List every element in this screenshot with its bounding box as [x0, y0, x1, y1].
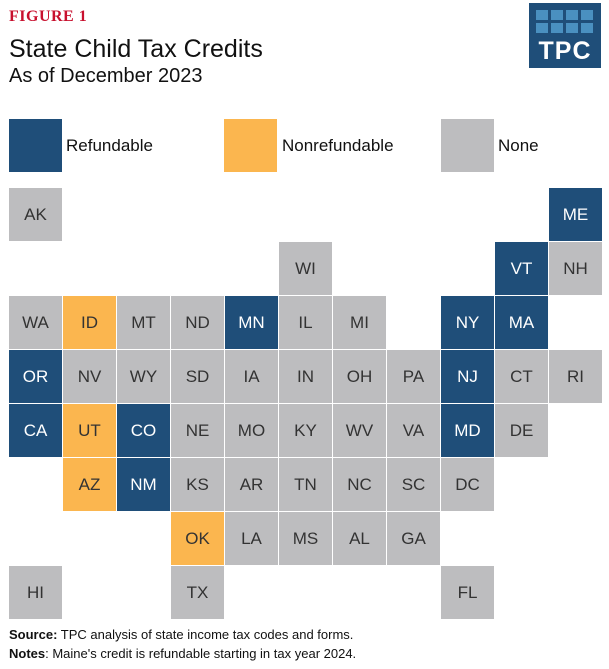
state-tile-ne: NE	[171, 404, 224, 457]
notes-text: : Maine's credit is refundable starting …	[45, 646, 357, 661]
state-tile-id: ID	[63, 296, 116, 349]
notes: Notes: Maine's credit is refundable star…	[9, 646, 356, 661]
state-tile-va: VA	[387, 404, 440, 457]
state-tile-wy: WY	[117, 350, 170, 403]
state-tile-ak: AK	[9, 188, 62, 241]
logo-text: TPC	[538, 37, 592, 65]
source-note: Source: TPC analysis of state income tax…	[9, 627, 353, 642]
state-tile-ks: KS	[171, 458, 224, 511]
legend-label-refundable: Refundable	[66, 136, 153, 155]
state-tile-ma: MA	[495, 296, 548, 349]
state-tile-pa: PA	[387, 350, 440, 403]
state-tile-vt: VT	[495, 242, 548, 295]
state-tile-ri: RI	[549, 350, 602, 403]
state-tile-mo: MO	[225, 404, 278, 457]
state-tile-wa: WA	[9, 296, 62, 349]
state-tile-ny: NY	[441, 296, 494, 349]
state-tile-tx: TX	[171, 566, 224, 619]
chart-title: State Child Tax Credits	[9, 35, 263, 63]
state-tile-or: OR	[9, 350, 62, 403]
state-tile-sd: SD	[171, 350, 224, 403]
state-tile-ky: KY	[279, 404, 332, 457]
chart-subtitle: As of December 2023	[9, 65, 203, 87]
legend-swatch-nonrefundable	[224, 119, 277, 172]
state-tile-co: CO	[117, 404, 170, 457]
state-tile-il: IL	[279, 296, 332, 349]
state-tile-wv: WV	[333, 404, 386, 457]
legend-swatch-none	[441, 119, 494, 172]
state-tile-in: IN	[279, 350, 332, 403]
state-tile-ga: GA	[387, 512, 440, 565]
state-tile-nh: NH	[549, 242, 602, 295]
state-tile-nm: NM	[117, 458, 170, 511]
state-tile-nj: NJ	[441, 350, 494, 403]
state-tile-wi: WI	[279, 242, 332, 295]
state-tile-ct: CT	[495, 350, 548, 403]
state-tile-md: MD	[441, 404, 494, 457]
state-tile-nd: ND	[171, 296, 224, 349]
state-tile-hi: HI	[9, 566, 62, 619]
state-tile-ca: CA	[9, 404, 62, 457]
state-tile-fl: FL	[441, 566, 494, 619]
state-tile-oh: OH	[333, 350, 386, 403]
state-tile-al: AL	[333, 512, 386, 565]
notes-label: Notes	[9, 646, 46, 661]
source-text: TPC analysis of state income tax codes a…	[57, 627, 354, 642]
state-tile-mn: MN	[225, 296, 278, 349]
state-tile-de: DE	[495, 404, 548, 457]
state-tile-me: ME	[549, 188, 602, 241]
state-tile-mt: MT	[117, 296, 170, 349]
logo-grid-icon	[536, 10, 594, 36]
state-tile-nc: NC	[333, 458, 386, 511]
state-tile-ia: IA	[225, 350, 278, 403]
tpc-logo: TPC	[529, 3, 601, 68]
legend-label-none: None	[498, 136, 539, 155]
legend-label-nonrefundable: Nonrefundable	[282, 136, 394, 155]
state-tile-la: LA	[225, 512, 278, 565]
source-label: Source:	[9, 627, 58, 642]
state-tile-tn: TN	[279, 458, 332, 511]
state-tile-ok: OK	[171, 512, 224, 565]
figure-label: FIGURE 1	[9, 8, 88, 25]
state-tile-mi: MI	[333, 296, 386, 349]
state-tile-ut: UT	[63, 404, 116, 457]
state-tile-ms: MS	[279, 512, 332, 565]
state-tile-nv: NV	[63, 350, 116, 403]
legend-swatch-refundable	[9, 119, 62, 172]
state-tile-sc: SC	[387, 458, 440, 511]
state-tile-ar: AR	[225, 458, 278, 511]
state-tile-az: AZ	[63, 458, 116, 511]
state-tile-dc: DC	[441, 458, 494, 511]
